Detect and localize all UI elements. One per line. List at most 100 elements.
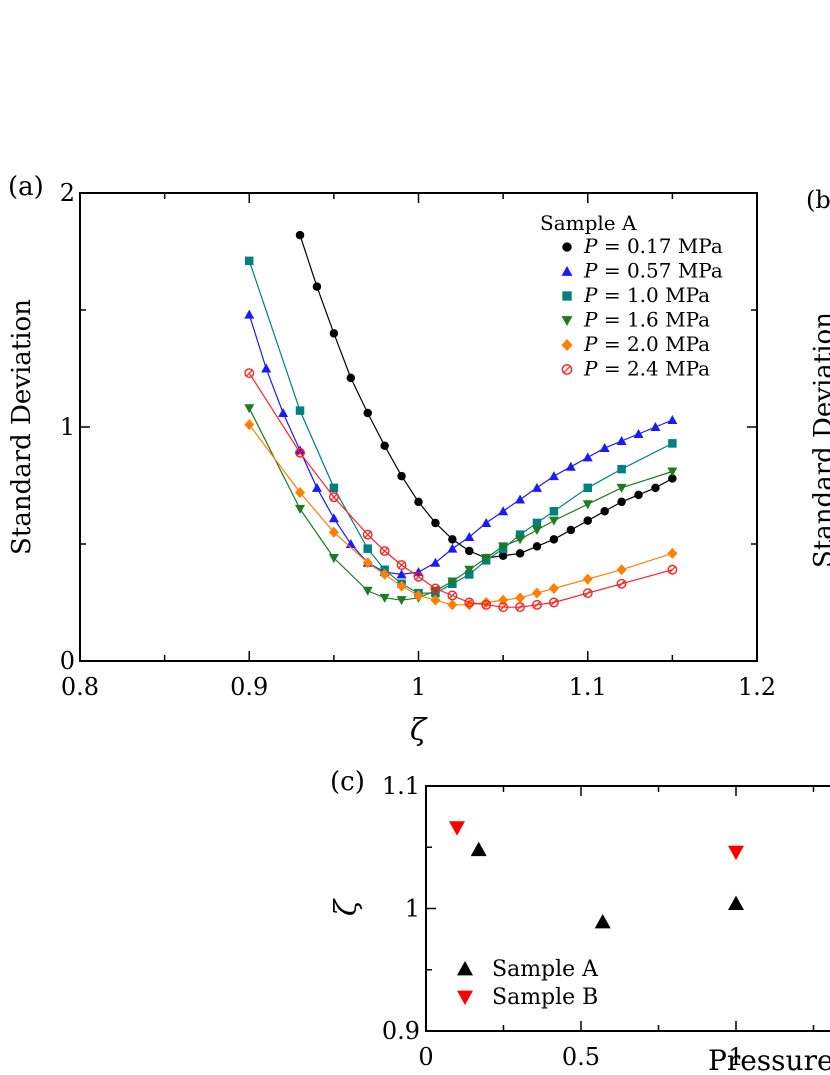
data-point	[363, 408, 372, 418]
legend-entry-value: = 1.6 MPa	[597, 308, 710, 332]
data-point	[379, 593, 390, 603]
panel-a-x-tick-labels: 0.8 0.9 1 1.1 1.2	[61, 673, 776, 701]
legend-entry-var: P	[583, 283, 598, 307]
data-point	[328, 492, 339, 503]
data-point	[430, 594, 441, 606]
data-point	[379, 568, 390, 580]
y-tick-label: 0	[60, 647, 75, 675]
legend-marker	[457, 961, 473, 976]
y-tick-label: 1.1	[382, 772, 420, 800]
data-point	[481, 517, 492, 527]
legend-entry-value: = 2.4 MPa	[597, 357, 710, 381]
data-point	[532, 599, 542, 610]
series-0	[295, 230, 677, 563]
legend-entry: P = 1.0 MPa	[583, 283, 710, 307]
legend-entry: P = 2.0 MPa	[583, 332, 710, 356]
panel-b: (b Standard Deviation	[806, 186, 830, 568]
data-point	[295, 406, 305, 415]
legend-entry: P = 1.6 MPa	[583, 308, 710, 332]
data-point	[583, 483, 592, 493]
x-tick-label: 1.2	[738, 673, 776, 701]
data-point	[430, 557, 441, 567]
data-point	[245, 256, 254, 266]
legend-entry-var: P	[583, 332, 598, 356]
data-point	[328, 513, 339, 523]
data-point	[668, 439, 677, 448]
series-line	[248, 424, 673, 606]
data-point	[430, 583, 441, 594]
data-point	[532, 518, 542, 528]
panel-c-legend: Sample A Sample B	[457, 957, 599, 1010]
data-point	[448, 535, 457, 544]
data-point	[515, 535, 526, 545]
data-point	[650, 422, 661, 431]
legend-entry: P = 0.17 MPa	[583, 234, 723, 258]
data-point	[328, 526, 339, 538]
data-point	[380, 441, 389, 450]
data-point	[498, 551, 508, 560]
y-tick-label: 1	[60, 413, 75, 441]
data-point	[617, 497, 626, 507]
data-point	[667, 564, 678, 575]
data-point	[481, 554, 492, 564]
series-4	[244, 419, 678, 611]
data-point	[728, 845, 744, 861]
series-line	[248, 372, 673, 608]
legend-marker	[561, 364, 573, 375]
legend-entry: Sample A	[492, 957, 599, 982]
series-3	[244, 404, 678, 606]
legend-entry-value: = 0.57 MPa	[597, 259, 722, 283]
data-point	[651, 483, 660, 493]
data-point	[549, 506, 559, 516]
data-point	[481, 599, 492, 610]
data-point	[498, 542, 509, 552]
legend-marker	[562, 291, 572, 301]
legend-entry-var: P	[583, 259, 598, 283]
data-point	[295, 447, 305, 458]
data-point	[582, 573, 593, 585]
x-tick-label: 1.1	[569, 673, 607, 701]
panel-c-ticks	[425, 785, 815, 1032]
x-tick-label: 1	[411, 673, 426, 701]
data-point	[582, 500, 593, 510]
legend-marker	[457, 990, 473, 1005]
panel-c-series	[449, 821, 744, 929]
data-point	[363, 544, 372, 553]
data-point	[515, 494, 526, 504]
legend-entry: P = 0.57 MPa	[583, 259, 723, 283]
data-point	[728, 895, 744, 910]
data-point	[447, 599, 458, 611]
data-point	[414, 497, 423, 507]
data-point	[295, 487, 306, 499]
data-point	[531, 482, 542, 492]
data-point	[464, 531, 475, 541]
series-line	[248, 260, 673, 594]
data-point	[312, 282, 322, 291]
data-point	[362, 586, 373, 596]
legend-marker	[561, 266, 573, 276]
legend-marker	[561, 338, 573, 352]
data-point	[295, 504, 306, 514]
data-point	[413, 571, 424, 582]
series-0	[470, 841, 744, 929]
data-point	[278, 407, 289, 417]
series-1	[449, 821, 744, 861]
data-point	[464, 565, 475, 575]
data-point	[396, 560, 407, 571]
data-point	[244, 309, 255, 319]
panel-c-y-tick-labels: 0.9 1 1.1	[382, 772, 420, 1045]
data-point	[617, 464, 626, 474]
data-point	[583, 516, 592, 525]
legend-entry-var: P	[583, 357, 598, 381]
data-point	[329, 483, 339, 493]
panel-a-ticks	[79, 192, 758, 662]
x-tick-label: 1	[728, 1043, 743, 1071]
data-point	[549, 535, 559, 544]
data-point	[379, 546, 390, 556]
y-tick-label: 1	[405, 895, 420, 923]
data-point	[346, 373, 356, 383]
panel-c-label: (c)	[330, 767, 365, 797]
data-point	[515, 530, 525, 539]
